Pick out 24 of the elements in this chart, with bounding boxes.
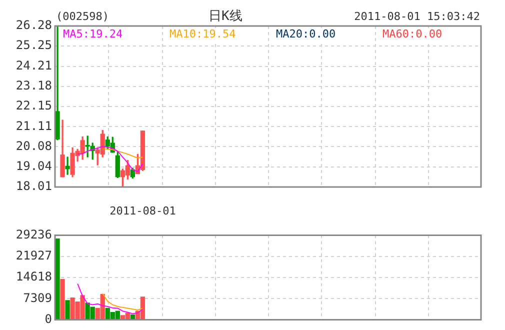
- y-tick-label: 21927: [16, 248, 52, 262]
- y-tick-label: 7309: [23, 290, 52, 305]
- y-tick-label: 24.21: [16, 58, 52, 72]
- text: 2011-08-01 15:03:42: [354, 10, 480, 23]
- x-tick-label: 2011-08-01: [110, 204, 176, 218]
- legend-label: MA20:0.00: [276, 27, 336, 40]
- y-tick-label: 25.25: [16, 38, 52, 52]
- bar: [65, 300, 70, 320]
- y-tick-label: 29236: [16, 227, 52, 242]
- y-tick-label: 22.15: [16, 98, 52, 113]
- y-tick-label: 19.04: [16, 159, 52, 174]
- text: MA10:19.54: [170, 27, 236, 40]
- text: MA5:19.24: [63, 27, 123, 40]
- y-tick-label: 21.11: [16, 118, 52, 133]
- text: 日K线: [208, 9, 242, 24]
- y-tick-label: 26.28: [16, 18, 52, 32]
- y-tick-label: 0: [44, 312, 52, 326]
- y-tick-label: 18.01: [16, 179, 52, 194]
- text: (002598): [56, 10, 109, 23]
- y-tick-label: 20.08: [16, 138, 52, 153]
- legend-label: MA60:0.00: [382, 27, 442, 40]
- bar: [60, 278, 65, 320]
- y-tick-label: 14618: [16, 270, 52, 284]
- y-tick-label: 23.18: [16, 78, 52, 92]
